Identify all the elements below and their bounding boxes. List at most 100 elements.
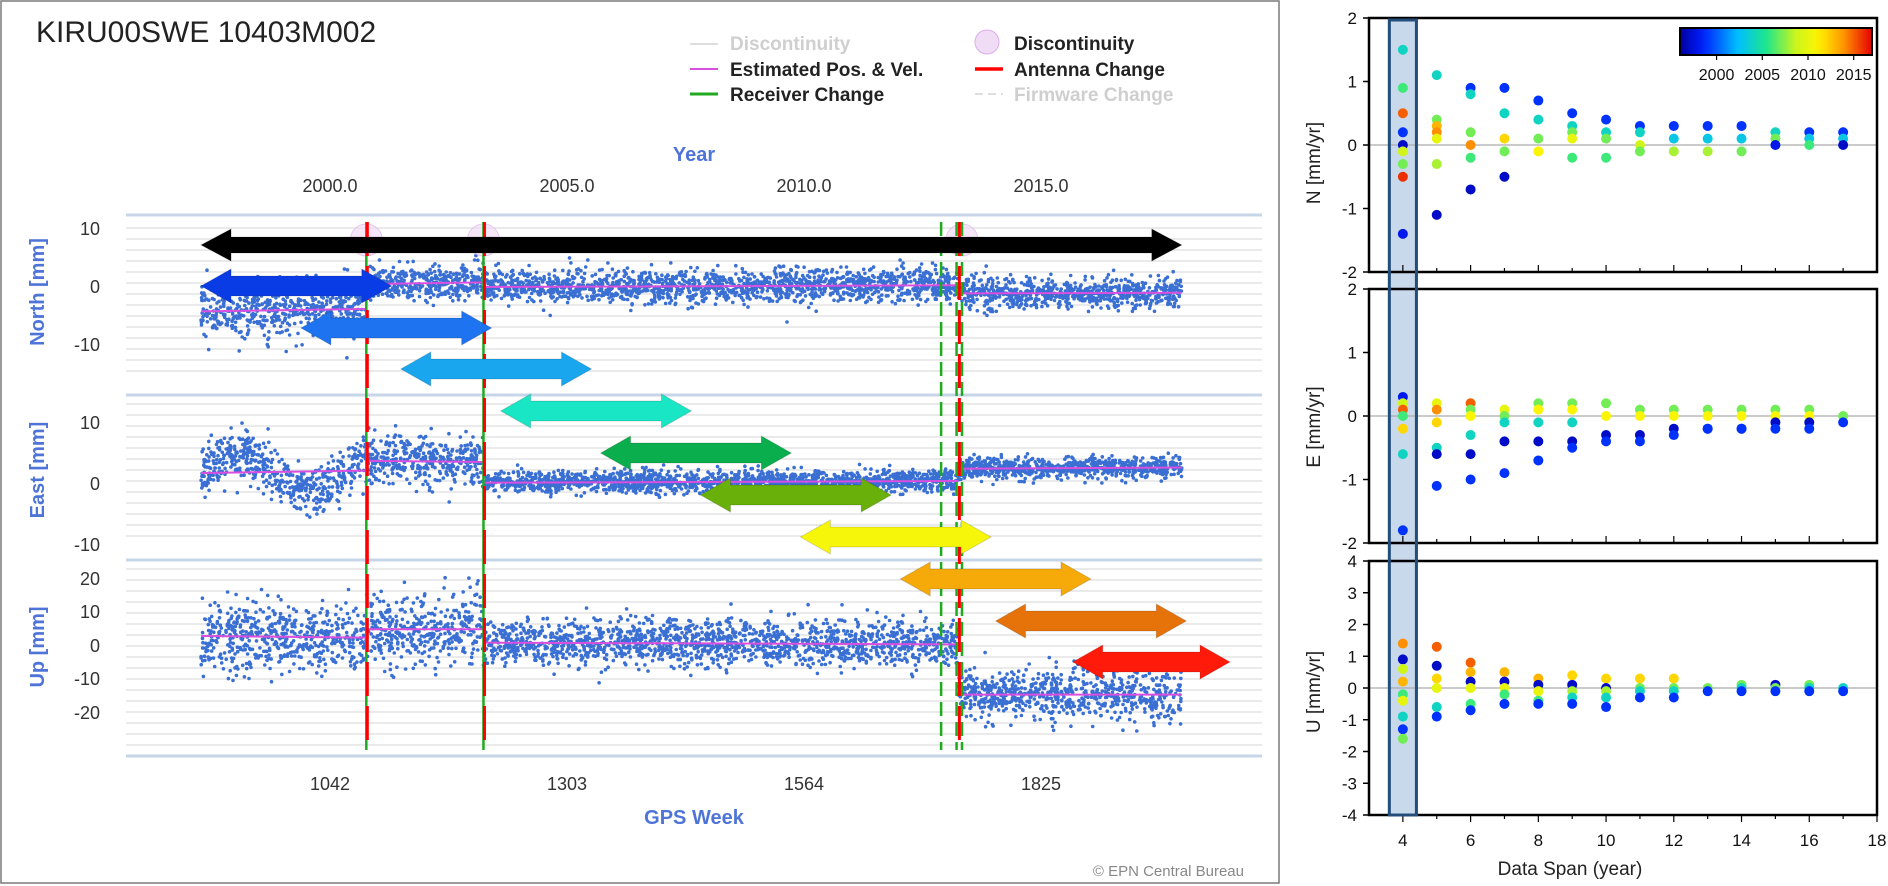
- data-point: [398, 275, 402, 279]
- data-point: [668, 301, 672, 305]
- data-point: [949, 291, 953, 295]
- data-point: [1166, 297, 1170, 302]
- data-point: [861, 293, 866, 297]
- data-point: [224, 322, 228, 327]
- data-point: [255, 321, 260, 326]
- data-point: [813, 294, 818, 299]
- data-point: [249, 449, 253, 454]
- data-point: [229, 453, 234, 457]
- left-data-points: [199, 253, 1184, 733]
- data-point: [450, 447, 455, 452]
- data-point: [438, 273, 443, 277]
- data-point: [813, 287, 818, 291]
- data-point: [393, 451, 398, 456]
- data-point: [1147, 286, 1152, 290]
- data-point: [561, 268, 565, 273]
- data-point: [905, 290, 910, 294]
- data-point: [706, 280, 710, 285]
- data-point: [505, 273, 509, 277]
- data-point: [257, 460, 261, 465]
- data-point: [889, 279, 893, 284]
- data-point: [233, 325, 238, 330]
- data-point: [447, 500, 452, 504]
- data-point: [339, 474, 343, 479]
- data-point: [294, 344, 299, 348]
- data-point: [800, 278, 804, 283]
- data-point: [388, 288, 392, 293]
- data-point: [447, 431, 451, 436]
- data-point: [819, 287, 823, 292]
- data-point: [295, 506, 299, 511]
- data-point: [547, 272, 551, 277]
- data-point: [806, 305, 811, 310]
- data-point: [721, 290, 726, 294]
- data-point: [568, 287, 573, 292]
- data-point: [279, 500, 284, 504]
- data-point: [582, 491, 587, 495]
- data-point: [740, 286, 745, 291]
- data-point: [635, 295, 639, 300]
- data-point: [453, 277, 457, 282]
- data-point: [278, 302, 282, 307]
- data-point: [437, 283, 442, 288]
- data-point: [382, 450, 387, 455]
- data-point: [612, 466, 616, 471]
- data-point: [678, 273, 683, 278]
- data-point: [552, 274, 557, 278]
- data-point: [765, 296, 769, 300]
- data-point: [410, 268, 414, 273]
- data-point: [780, 290, 784, 295]
- data-point: [1099, 306, 1103, 310]
- data-point: [343, 299, 348, 304]
- data-point: [1072, 287, 1076, 292]
- data-point: [321, 472, 325, 477]
- data-point: [582, 277, 586, 281]
- data-point: [492, 275, 497, 279]
- data-point: [208, 466, 213, 471]
- data-point: [1055, 287, 1059, 291]
- data-point: [245, 467, 250, 471]
- data-point: [1096, 288, 1100, 292]
- data-point: [402, 278, 406, 283]
- data-point: [420, 284, 425, 288]
- data-point: [287, 304, 292, 309]
- data-point: [739, 278, 744, 283]
- data-point: [968, 307, 972, 312]
- data-point: [246, 318, 250, 323]
- data-point: [946, 271, 950, 276]
- data-point: [854, 280, 858, 284]
- data-point: [296, 301, 301, 306]
- data-point: [746, 294, 750, 299]
- data-point: [793, 280, 798, 285]
- data-point: [617, 282, 621, 286]
- data-point: [428, 295, 433, 300]
- data-point: [579, 268, 583, 273]
- data-point: [469, 449, 474, 453]
- up-y-tick: 0: [90, 636, 100, 656]
- data-point: [289, 500, 294, 505]
- data-point: [385, 291, 389, 295]
- data-point: [201, 307, 206, 311]
- data-point: [1062, 282, 1067, 287]
- data-point: [1111, 268, 1116, 273]
- data-point: [292, 306, 296, 310]
- data-point: [743, 464, 747, 469]
- data-point: [917, 266, 922, 270]
- data-point: [827, 279, 832, 284]
- left-panel-frame: [0, 0, 1280, 884]
- data-point: [240, 421, 244, 425]
- data-point: [990, 281, 995, 286]
- data-point: [464, 429, 468, 434]
- data-point: [903, 279, 908, 284]
- data-point: [378, 469, 383, 473]
- data-point: [560, 295, 564, 299]
- data-point: [1141, 295, 1146, 299]
- data-point: [467, 294, 471, 298]
- data-point: [513, 292, 518, 297]
- data-point: [358, 474, 362, 478]
- data-point: [666, 469, 671, 474]
- data-point: [925, 297, 930, 302]
- data-point: [688, 295, 692, 300]
- data-point: [214, 461, 218, 466]
- data-point: [386, 448, 391, 453]
